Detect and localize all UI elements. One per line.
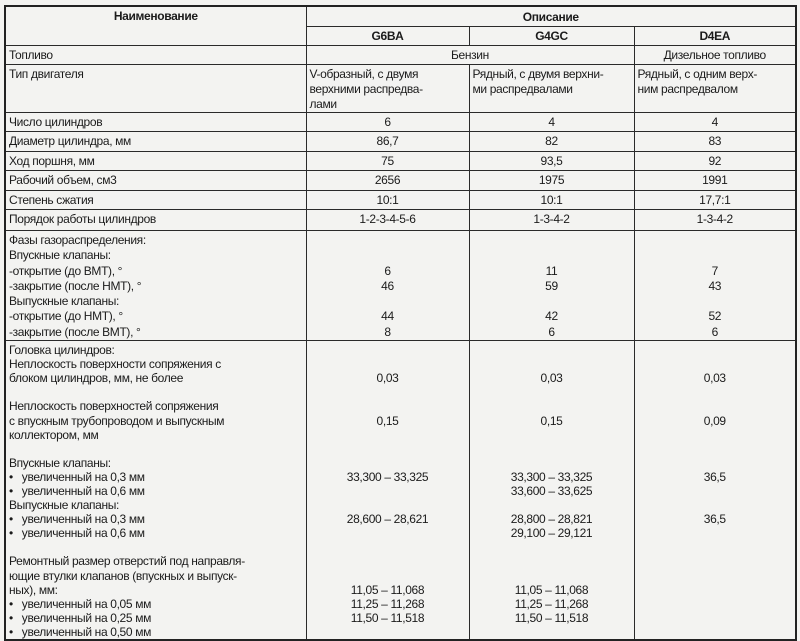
value-g4gc: 1-3-4-2 <box>468 209 635 231</box>
table-row: Ход поршня, мм 75 93,5 92 <box>4 151 797 171</box>
value-d4ea: 1991 <box>633 170 797 191</box>
value-g6ba: 75 <box>305 151 470 171</box>
row-label: Порядок работы цилиндров <box>4 209 307 231</box>
table-row: Фазы газораспределения: Впускные клапаны… <box>4 229 797 342</box>
header-row: Наименование Описание <box>4 5 797 46</box>
value-g6ba: 86,7 <box>305 131 470 152</box>
description-column-header: Описание <box>305 5 797 27</box>
value-g4gc: 1975 <box>468 170 635 191</box>
value-g4gc: Рядный, с двумя верхни- ми распредвалами <box>468 64 635 113</box>
engine-g6ba-header: G6BA <box>305 26 470 46</box>
table-row: Тип двигателя V-образный, с двумя верхним… <box>4 64 797 113</box>
value-g4gc: 82 <box>468 131 635 152</box>
row-label: Ход поршня, мм <box>4 151 307 171</box>
engine-specs-table: Наименование Описание G6BA G4GC D4EA Топ… <box>4 5 798 641</box>
value-g4gc: 11 59 42 6 <box>468 229 635 342</box>
value-g4gc: 10:1 <box>468 190 635 210</box>
value-d4ea: 92 <box>633 151 797 171</box>
value-g4gc: 93,5 <box>468 151 635 171</box>
value-d4ea: Рядный, с одним верх- ним распредвалом <box>633 64 797 113</box>
table-row: Порядок работы цилиндров 1-2-3-4-5-6 1-3-4… <box>4 209 797 231</box>
value-g6ba: 2656 <box>305 170 470 191</box>
value-g4gc: 4 <box>468 112 635 132</box>
value-d4ea: 1-3-4-2 <box>633 209 797 231</box>
row-label: Диаметр цилиндра, мм <box>4 131 307 152</box>
fuel-diesel: Дизельное топливо <box>633 45 797 65</box>
row-label: Головка цилиндров: Неплоскость поверхнос… <box>4 340 307 641</box>
table-row: Головка цилиндров: Неплоскость поверхнос… <box>4 340 797 641</box>
row-label: Число цилиндров <box>4 112 307 132</box>
row-label: Фазы газораспределения: Впускные клапаны… <box>4 229 307 342</box>
value-g6ba: V-образный, с двумя верхними распредва- … <box>305 64 470 113</box>
value-d4ea: 17,7:1 <box>633 190 797 210</box>
fuel-petrol: Бензин <box>305 45 635 65</box>
row-label: Топливо <box>4 45 307 65</box>
row-label: Степень сжатия <box>4 190 307 210</box>
name-column-header: Наименование <box>4 5 307 46</box>
table-row: Рабочий объем, см3 2656 1975 1991 <box>4 170 797 191</box>
value-d4ea: 83 <box>633 131 797 152</box>
table-row: Диаметр цилиндра, мм 86,7 82 83 <box>4 131 797 152</box>
value-d4ea: 4 <box>633 112 797 132</box>
engine-d4ea-header: D4EA <box>633 26 797 46</box>
value-g6ba: 1-2-3-4-5-6 <box>305 209 470 231</box>
row-label: Рабочий объем, см3 <box>4 170 307 191</box>
value-d4ea: 0,03 0,09 36,5 36,5 <box>633 340 797 641</box>
table-row: Степень сжатия 10:1 10:1 17,7:1 <box>4 190 797 210</box>
value-d4ea: 7 43 52 6 <box>633 229 797 342</box>
value-g6ba: 6 46 44 8 <box>305 229 470 342</box>
row-label: Тип двигателя <box>4 64 307 113</box>
table-row: Число цилиндров 6 4 4 <box>4 112 797 132</box>
value-g4gc: 0,03 0,15 33,300 – 33,325 33,600 – 33,62… <box>468 340 635 641</box>
value-g6ba: 10:1 <box>305 190 470 210</box>
table-row-fuel: Топливо Бензин Дизельное топливо <box>4 45 797 65</box>
value-g6ba: 0,03 0,15 33,300 – 33,325 28,600 – 28,62… <box>305 340 470 641</box>
engine-g4gc-header: G4GC <box>468 26 635 46</box>
value-g6ba: 6 <box>305 112 470 132</box>
